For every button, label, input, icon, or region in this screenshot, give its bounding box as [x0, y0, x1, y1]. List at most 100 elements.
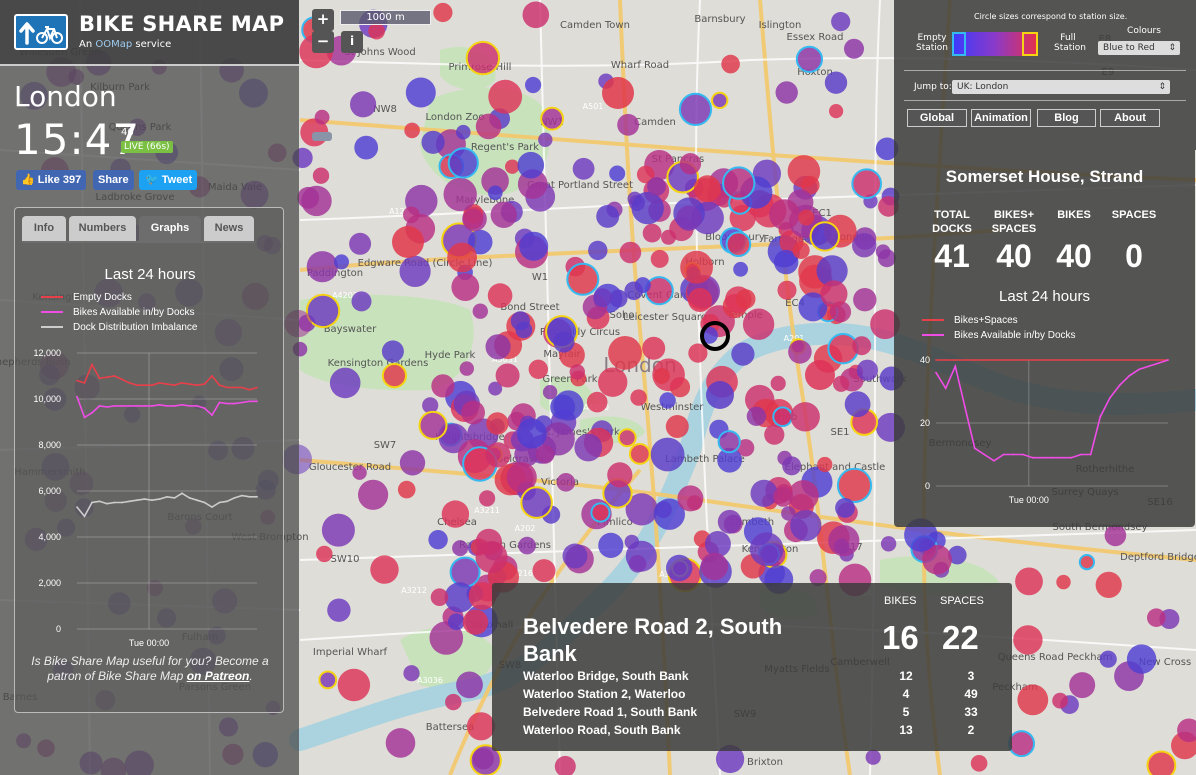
station-circle[interactable]	[772, 406, 793, 428]
station-circle[interactable]	[777, 280, 797, 300]
bike-share-logo[interactable]	[14, 14, 68, 50]
station-circle[interactable]	[569, 364, 585, 380]
station-circle[interactable]	[704, 531, 731, 557]
station-circle[interactable]	[676, 205, 702, 231]
station-circle[interactable]	[487, 283, 513, 308]
station-circle[interactable]	[636, 165, 655, 184]
station-circle[interactable]	[844, 38, 864, 59]
station-circle[interactable]	[717, 509, 742, 534]
list-item[interactable]: Belvedere Road 1, South Bank 5 33	[523, 705, 978, 719]
station-circle[interactable]	[731, 342, 755, 366]
station-circle[interactable]	[650, 249, 669, 268]
station-circle[interactable]	[350, 91, 377, 118]
station-circle[interactable]	[1099, 650, 1117, 668]
station-circle[interactable]	[535, 445, 555, 464]
station-circle[interactable]	[781, 506, 796, 521]
station-circle[interactable]	[805, 360, 835, 390]
station-circle[interactable]	[449, 556, 481, 588]
station-circle[interactable]	[479, 490, 496, 507]
station-circle[interactable]	[349, 232, 372, 255]
station-circle[interactable]	[518, 536, 536, 555]
station-circle[interactable]	[750, 479, 778, 507]
station-circle[interactable]	[609, 289, 628, 308]
station-circle[interactable]	[706, 381, 734, 409]
station-circle[interactable]	[405, 77, 436, 108]
station-circle[interactable]	[624, 534, 639, 550]
station-circle[interactable]	[516, 418, 547, 449]
station-circle[interactable]	[451, 273, 480, 301]
station-circle[interactable]	[1052, 692, 1068, 709]
station-circle[interactable]	[421, 130, 445, 154]
station-circle[interactable]	[619, 241, 642, 264]
station-circle[interactable]	[836, 467, 873, 503]
oomap-link[interactable]: OOMap	[95, 39, 133, 50]
station-circle[interactable]	[746, 406, 767, 426]
station-circle[interactable]	[517, 151, 545, 179]
facebook-like-button[interactable]: 👍 Like 397	[16, 170, 87, 190]
station-circle[interactable]	[1013, 625, 1043, 655]
station-circle[interactable]	[522, 1, 550, 29]
station-circle[interactable]	[875, 244, 891, 259]
station-circle[interactable]	[725, 231, 752, 257]
station-circle[interactable]	[519, 231, 549, 261]
station-circle[interactable]	[556, 473, 576, 492]
station-circle[interactable]	[716, 744, 745, 774]
patreon-link[interactable]: on Patreon	[186, 669, 250, 683]
station-circle[interactable]	[1078, 554, 1096, 571]
station-circle[interactable]	[659, 392, 676, 409]
station-circle[interactable]	[1069, 672, 1096, 699]
station-circle[interactable]	[608, 336, 642, 370]
tab-news[interactable]: News	[204, 216, 254, 241]
station-circle[interactable]	[798, 209, 815, 226]
list-item[interactable]: Waterloo Road, South Bank 13 2	[523, 723, 975, 737]
station-circle[interactable]	[465, 40, 501, 76]
station-circle[interactable]	[788, 340, 812, 364]
station-circle[interactable]	[403, 665, 420, 682]
station-circle[interactable]	[688, 343, 708, 363]
station-circle[interactable]	[466, 712, 496, 741]
station-circle[interactable]	[677, 485, 704, 512]
station-circle[interactable]	[809, 569, 827, 587]
station-circle[interactable]	[1146, 750, 1177, 775]
station-circle[interactable]	[773, 486, 793, 507]
station-circle[interactable]	[381, 340, 404, 363]
station-circle[interactable]	[445, 693, 462, 711]
station-circle[interactable]	[856, 359, 879, 381]
station-circle[interactable]	[475, 541, 508, 574]
station-circle[interactable]	[456, 671, 483, 699]
station-circle[interactable]	[506, 462, 537, 493]
station-circle[interactable]	[392, 226, 424, 258]
station-circle[interactable]	[1095, 571, 1122, 599]
station-circle[interactable]	[305, 293, 341, 329]
station-circle[interactable]	[853, 288, 877, 312]
station-circle[interactable]	[318, 670, 338, 690]
station-circle[interactable]	[875, 137, 899, 161]
station-circle[interactable]	[735, 289, 756, 309]
station-circle[interactable]	[306, 251, 338, 283]
station-circle[interactable]	[1008, 730, 1035, 758]
zoom-out-button[interactable]: −	[312, 31, 334, 53]
station-circle[interactable]	[694, 175, 721, 203]
station-circle[interactable]	[428, 530, 448, 550]
tweet-button[interactable]: 🐦 Tweet	[139, 170, 198, 190]
station-circle[interactable]	[404, 122, 420, 139]
blog-button[interactable]: Blog	[1037, 109, 1096, 127]
station-circle[interactable]	[749, 532, 784, 566]
station-circle[interactable]	[880, 536, 897, 552]
jump-to-select[interactable]: UK: London ⇕	[952, 80, 1170, 94]
info-button[interactable]: i	[341, 31, 363, 53]
station-circle[interactable]	[628, 555, 647, 573]
station-circle[interactable]	[399, 450, 426, 476]
station-circle[interactable]	[312, 167, 330, 184]
station-circle[interactable]	[717, 430, 741, 454]
station-circle[interactable]	[566, 262, 600, 296]
station-circle[interactable]	[572, 157, 595, 180]
station-circle[interactable]	[422, 397, 439, 414]
colours-select[interactable]: Blue to Red ⇕	[1098, 41, 1180, 55]
station-circle[interactable]	[628, 443, 651, 465]
station-circle[interactable]	[431, 374, 455, 398]
station-circle[interactable]	[488, 381, 503, 396]
station-circle[interactable]	[481, 167, 509, 195]
station-circle[interactable]	[607, 462, 633, 488]
station-circle[interactable]	[1126, 644, 1157, 674]
